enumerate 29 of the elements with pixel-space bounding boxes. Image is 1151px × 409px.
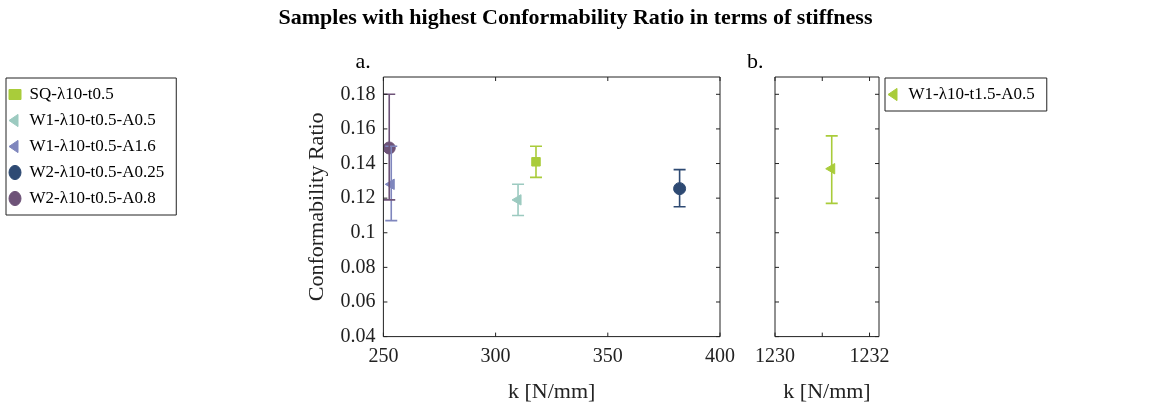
legend-label: W2-λ10-t0.5-A0.8 <box>29 187 156 207</box>
y-tick-label: 0.18 <box>340 81 376 104</box>
y-axis-title: Conformability Ratio <box>302 112 328 302</box>
legend-label: W2-λ10-t0.5-A0.25 <box>29 161 165 181</box>
point <box>531 157 541 167</box>
x-tick-label: 300 <box>480 343 511 366</box>
y-tick-label: 0.14 <box>340 150 376 173</box>
legend-label: SQ-λ10-t0.5 <box>29 83 114 103</box>
x-tick-label: 250 <box>368 343 399 366</box>
y-tick-label: 0.08 <box>340 254 376 277</box>
point <box>511 194 522 206</box>
chart-title: Samples with highest Conformability Ratio in terms of stiffness <box>277 4 874 30</box>
x-tick-label: 1230 <box>755 343 795 366</box>
text: b. <box>747 47 764 73</box>
y-tick-label: 0.06 <box>340 289 376 312</box>
y-tick-label: 0.04 <box>340 323 376 346</box>
x-tick-label: 400 <box>705 343 735 366</box>
x-axis-title: k [N/mm] <box>783 377 871 403</box>
x-tick-label: 350 <box>592 343 623 366</box>
y-tick-label: 0.1 <box>350 220 376 243</box>
text: a. <box>355 47 371 73</box>
point <box>673 182 687 196</box>
legend-label: W1-λ10-t1.5-A0.5 <box>908 83 1035 103</box>
legend-label: W1-λ10-t0.5-A0.5 <box>29 109 156 129</box>
x-axis-title: k [N/mm] <box>508 377 596 403</box>
y-tick-label: 0.16 <box>340 116 376 139</box>
x-tick-label: 1232 <box>849 343 890 366</box>
y-tick-label: 0.12 <box>340 185 376 208</box>
legend-label: W1-λ10-t0.5-A1.6 <box>29 135 156 155</box>
